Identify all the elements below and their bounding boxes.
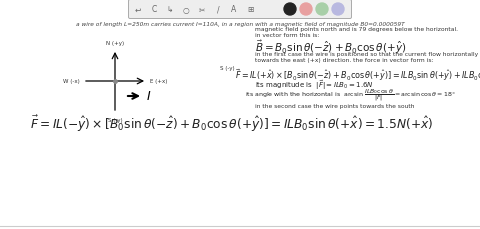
Circle shape bbox=[332, 4, 344, 16]
Text: A: A bbox=[231, 5, 237, 14]
Text: a wire of length L=250m carries current I=110A, in a region with a magnetic fiel: a wire of length L=250m carries current … bbox=[76, 22, 404, 27]
Text: magnetic field points north and is 79 degrees below the horizontal.: magnetic field points north and is 79 de… bbox=[255, 27, 458, 32]
Text: S (-y): S (-y) bbox=[220, 66, 235, 71]
Text: N (+y): N (+y) bbox=[106, 41, 124, 46]
Text: its magnitude is  $|\vec{F}| = ILB_0 = 1.6N$: its magnitude is $|\vec{F}| = ILB_0 = 1.… bbox=[255, 78, 374, 91]
Text: in vector form this is:: in vector form this is: bbox=[255, 33, 319, 38]
Text: W (-x): W (-x) bbox=[63, 79, 80, 84]
FancyBboxPatch shape bbox=[129, 0, 351, 19]
Text: /: / bbox=[216, 5, 219, 14]
Text: $\vec{B} = B_0\sin\theta(-\hat{z}) + B_0\cos\theta(+\hat{y})$: $\vec{B} = B_0\sin\theta(-\hat{z}) + B_0… bbox=[255, 39, 406, 56]
Text: ✂: ✂ bbox=[199, 5, 205, 14]
Text: $\vec{F} = IL(-\hat{y}) \times [B_0\sin\theta(-\hat{z}) + B_0\cos\theta(+\hat{y}: $\vec{F} = IL(-\hat{y}) \times [B_0\sin\… bbox=[30, 114, 433, 134]
Circle shape bbox=[284, 4, 296, 16]
Text: in the second case the wire points towards the south: in the second case the wire points towar… bbox=[255, 104, 415, 109]
Circle shape bbox=[316, 4, 328, 16]
Text: C: C bbox=[151, 5, 156, 14]
Text: ⊞: ⊞ bbox=[247, 5, 253, 14]
Text: in the first case the wire is positioned so that the current flow horizontally: in the first case the wire is positioned… bbox=[255, 52, 478, 57]
Text: ↩: ↩ bbox=[135, 5, 141, 14]
Text: ↳: ↳ bbox=[167, 5, 173, 14]
Text: S (-y): S (-y) bbox=[108, 117, 122, 123]
Text: E (+x): E (+x) bbox=[150, 79, 168, 84]
Text: towards the east (+x) direction. the force in vector form is:: towards the east (+x) direction. the for… bbox=[255, 58, 433, 63]
Text: its angle with the horizontal is  $\arcsin\,\dfrac{ILB_0\cos\theta}{|F|} = \arcs: its angle with the horizontal is $\arcsi… bbox=[245, 87, 456, 102]
Circle shape bbox=[300, 4, 312, 16]
Text: ○: ○ bbox=[183, 5, 189, 14]
Text: $\vec{F} = IL(+\hat{x}) \times [B_0\sin\theta(-\hat{z}) + B_0\cos\theta(+\hat{y}: $\vec{F} = IL(+\hat{x}) \times [B_0\sin\… bbox=[235, 67, 480, 82]
Text: $I$: $I$ bbox=[146, 90, 151, 103]
